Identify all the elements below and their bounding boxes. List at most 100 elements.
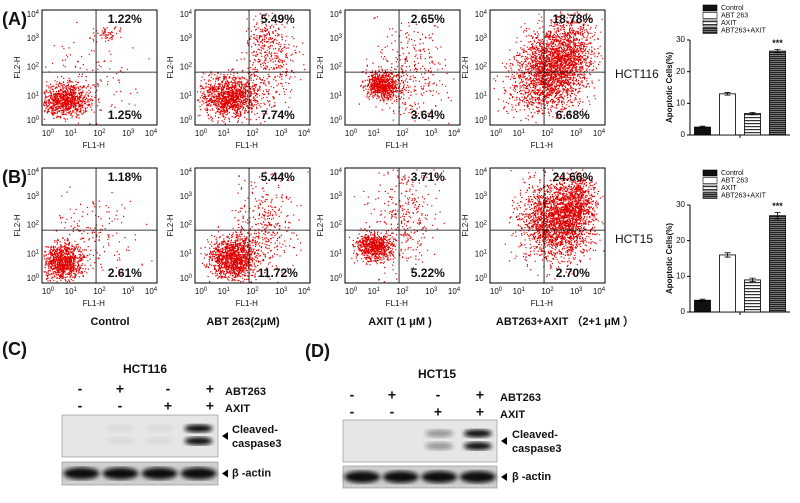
tick-exp: 0: [484, 274, 488, 280]
x-tick-label: 102: [396, 287, 409, 297]
tick-base: 10: [330, 10, 339, 19]
band-label: β -actin: [232, 467, 271, 479]
tick-base: 10: [180, 192, 189, 201]
tick-base: 10: [541, 129, 550, 138]
legend-label: ABT263+AXIT: [721, 27, 767, 34]
tick-exp: 4: [484, 168, 488, 174]
tick-base: 10: [490, 129, 499, 138]
tick-exp: 2: [339, 220, 343, 226]
tick-base: 10: [475, 249, 484, 258]
tick-exp: 3: [579, 129, 583, 135]
plot-frame: [41, 9, 158, 126]
y-tick-label: 104: [475, 168, 488, 178]
tick-exp: 2: [339, 62, 343, 68]
treatment-sign: +: [476, 387, 484, 403]
tick-exp: 4: [602, 287, 606, 293]
x-tick-label: 100: [195, 287, 208, 297]
tick-exp: 4: [154, 287, 158, 293]
y-axis-label: FL2-H: [13, 214, 22, 236]
y-tick-label: 100: [475, 116, 488, 126]
band-label: caspase3: [232, 438, 282, 450]
y-tick-label: 101: [27, 249, 40, 259]
protein-band: [184, 424, 213, 433]
tick-base: 10: [475, 10, 484, 19]
tick-exp: 2: [550, 287, 554, 293]
tick-exp: 2: [405, 129, 409, 135]
tick-base: 10: [541, 287, 550, 296]
y-tick-label: 103: [475, 191, 488, 201]
dot-cloud: [493, 11, 604, 124]
x-tick-label: 104: [593, 129, 606, 139]
tick-exp: 2: [550, 129, 554, 135]
tick-exp: 2: [36, 220, 40, 226]
legend-swatch: [702, 19, 718, 27]
tick-exp: 2: [255, 287, 259, 293]
bar: [719, 93, 736, 136]
plot-frame: [344, 9, 461, 126]
tick-exp: 1: [339, 249, 343, 255]
tick-exp: 1: [377, 129, 381, 135]
arrowhead: [501, 437, 507, 445]
quadrant-percent: 2.65%: [411, 12, 445, 26]
row-name: ABT263: [225, 386, 266, 398]
y-axis-label: FL2-H: [461, 214, 470, 236]
y-axis-label: FL2-H: [13, 56, 22, 78]
legend-swatch: [702, 177, 718, 184]
tick-exp: 4: [154, 129, 158, 135]
tick-exp: 2: [189, 62, 193, 68]
quadrant-percent: 24.66%: [552, 170, 593, 184]
y-tick-label: 101: [475, 91, 488, 101]
tick-base: 10: [195, 287, 204, 296]
tick-exp: 0: [36, 274, 40, 280]
x-axis-label: FL1-H: [531, 141, 553, 150]
error-bar: [774, 49, 781, 54]
tick-base: 10: [145, 129, 154, 138]
tick-exp: 3: [484, 191, 488, 197]
tick-exp: 0: [499, 129, 503, 135]
legend-swatch: [702, 192, 718, 199]
y-tick-label: 103: [180, 33, 193, 43]
tick-base: 10: [218, 129, 227, 138]
quadrant-percent: 7.74%: [261, 108, 295, 122]
treatment-sign: -: [390, 404, 395, 420]
y-tick-label: 102: [180, 220, 193, 230]
tick-base: 10: [195, 129, 204, 138]
quadrant-percent: 3.64%: [411, 108, 445, 122]
tick-base: 10: [180, 221, 189, 230]
tick-base: 10: [475, 192, 484, 201]
bar: [744, 113, 761, 136]
tick-exp: 1: [74, 129, 78, 135]
x-axis-label: FL1-H: [386, 141, 408, 150]
band-label: Cleaved-: [232, 424, 278, 436]
tick-exp: 4: [189, 168, 193, 174]
y-tick-label: 100: [180, 116, 193, 126]
y-tick-label: 100: [330, 274, 343, 284]
y-tick-label: 20: [676, 236, 685, 245]
legend-label: ABT263+AXIT: [721, 192, 767, 199]
tick-exp: 2: [484, 62, 488, 68]
plot-frame: [489, 167, 606, 284]
bar: [769, 50, 786, 136]
protein-band: [425, 429, 454, 438]
y-tick-label: 101: [180, 91, 193, 101]
tick-exp: 0: [354, 129, 358, 135]
tick-base: 10: [180, 91, 189, 100]
tick-base: 10: [27, 116, 36, 125]
y-tick-label: 0: [681, 130, 686, 139]
tick-exp: 3: [36, 191, 40, 197]
dot-cloud: [200, 171, 309, 283]
x-tick-label: 102: [541, 129, 554, 139]
legend-label: ABT 263: [721, 12, 748, 19]
tick-exp: 3: [579, 287, 583, 293]
tick-base: 10: [27, 274, 36, 283]
quadrant-percent: 5.44%: [261, 170, 295, 184]
tick-base: 10: [330, 116, 339, 125]
treatment-sign: -: [78, 398, 83, 414]
quadrant-percent: 5.22%: [411, 266, 445, 280]
treatment-sign: -: [118, 398, 123, 414]
blot-membrane: [61, 461, 219, 486]
y-tick-label: 103: [330, 191, 343, 201]
y-tick-label: 103: [27, 191, 40, 201]
x-axis-label: FL1-H: [386, 299, 408, 308]
